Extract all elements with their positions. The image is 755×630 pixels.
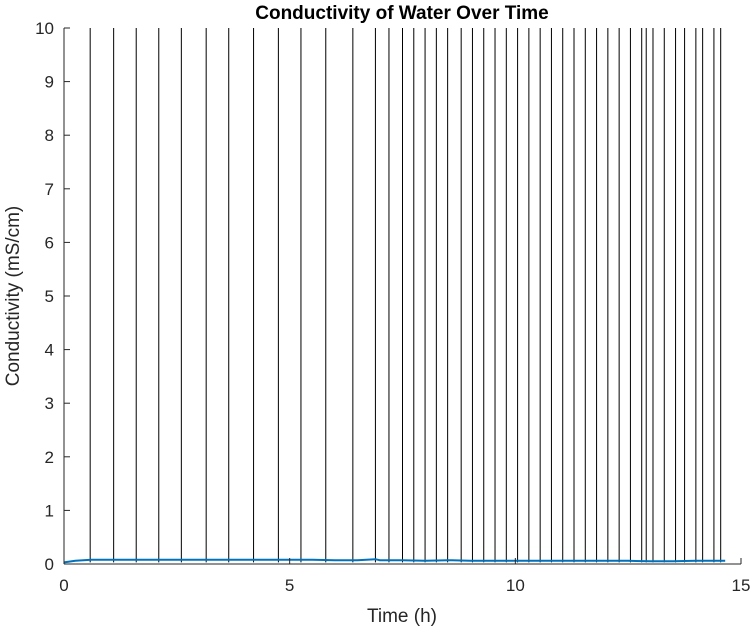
x-tick-label: 15: [732, 576, 751, 595]
y-tick-label: 0: [45, 555, 54, 574]
x-axis-label: Time (h): [367, 606, 437, 627]
y-tick-label: 4: [45, 341, 54, 360]
y-tick-label: 5: [45, 287, 54, 306]
x-tick-label: 0: [59, 576, 68, 595]
y-tick-label: 6: [45, 233, 54, 252]
x-tick-label: 5: [285, 576, 294, 595]
x-tick-label: 10: [506, 576, 525, 595]
y-tick-label: 3: [45, 394, 54, 413]
y-tick-label: 1: [45, 501, 54, 520]
spike-lines: [89, 28, 722, 563]
y-tick-label: 7: [45, 180, 54, 199]
y-axis-label: Conductivity (mS/cm): [3, 206, 24, 387]
tick-labels: 0 5 10 15 0 1 2 3 4 5 6 7 8 9 10: [35, 19, 750, 595]
chart-title: Conductivity of Water Over Time: [255, 3, 549, 24]
y-tick-label: 8: [45, 126, 54, 145]
series-line: [63, 558, 726, 564]
axes: [63, 27, 742, 565]
y-tick-label: 9: [45, 73, 54, 92]
y-tick-label: 10: [35, 19, 54, 38]
series-group: [63, 558, 726, 564]
y-tick-label: 2: [45, 448, 54, 467]
